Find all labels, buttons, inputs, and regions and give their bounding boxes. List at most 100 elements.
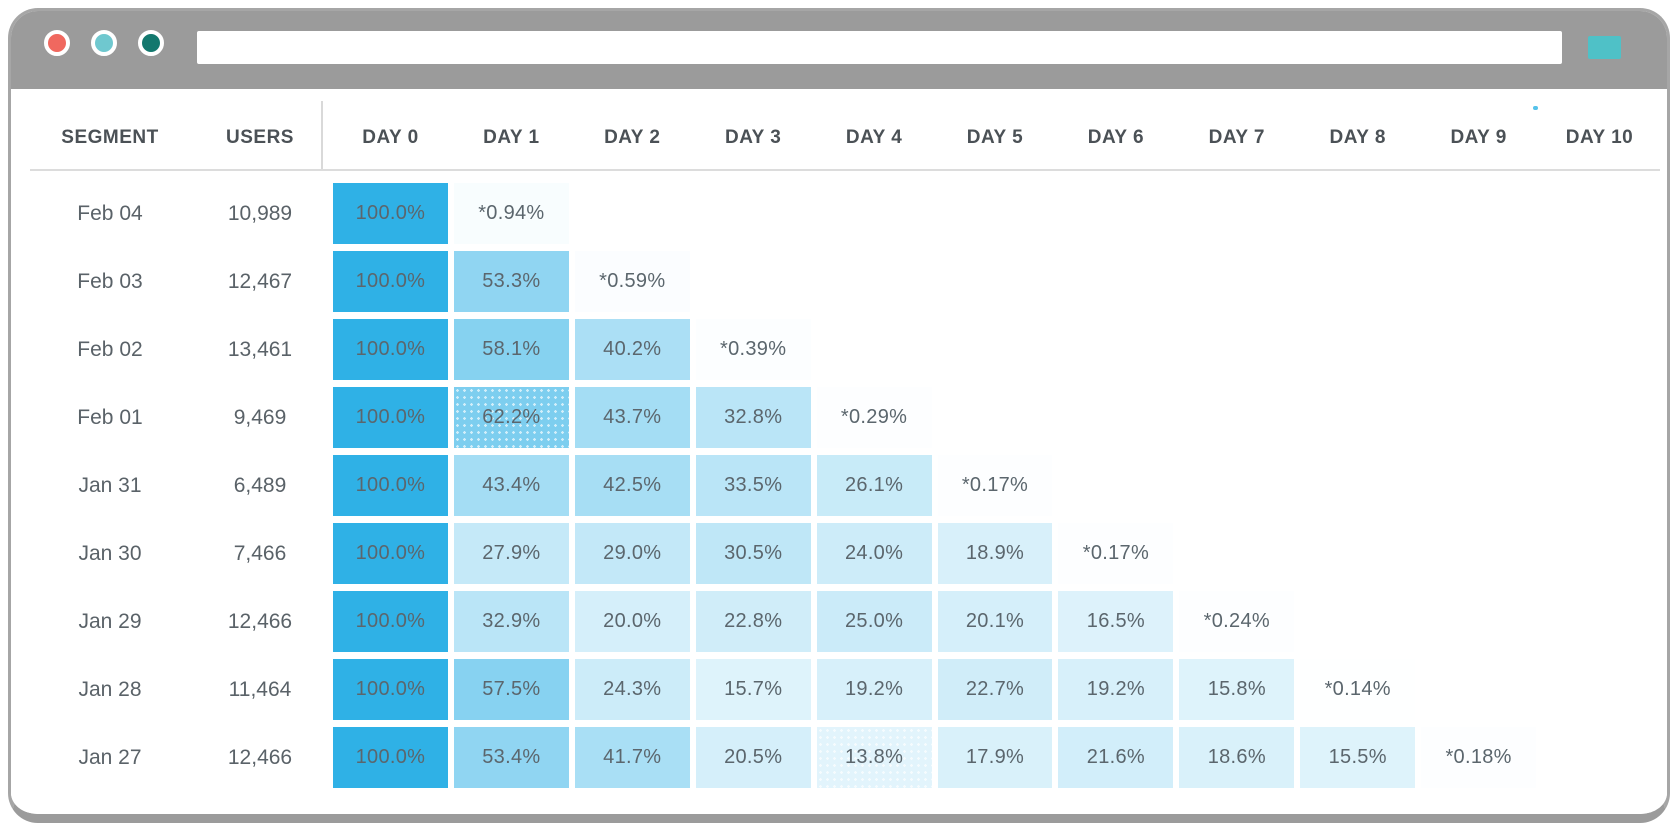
retention-cell[interactable]: 62.2% [453,387,569,448]
minimize-button[interactable] [91,30,117,56]
url-bar[interactable] [197,31,1562,64]
retention-cell[interactable]: 19.2% [1058,659,1174,720]
retention-cell[interactable]: 33.5% [695,455,811,516]
retention-cell[interactable]: 57.5% [453,659,569,720]
empty-cell [1542,591,1657,652]
browser-window: SEGMENT USERS DAY 0 DAY 1 DAY 2 DAY 3 DAY 4 DAY… [8,8,1670,823]
empty-cell [938,183,1053,244]
users-count: 12,467 [227,269,293,293]
retention-cell[interactable]: 42.5% [574,455,690,516]
retention-cell[interactable]: *0.39% [720,338,787,360]
retention-cell[interactable]: 22.7% [937,659,1053,720]
retention-cell[interactable]: 19.2% [816,659,932,720]
retention-cell[interactable]: 16.5% [1058,591,1174,652]
retention-cell[interactable]: *0.29% [840,406,908,428]
retention-cell[interactable]: 43.4% [453,455,569,516]
retention-cell[interactable]: 15.5% [1300,727,1416,788]
retention-cell[interactable]: 100.0% [333,591,448,652]
retention-cell[interactable]: *0.94% [454,183,569,244]
segment-label: Feb 04 [77,201,143,225]
retention-cell[interactable]: 22.8% [695,591,811,652]
empty-cell [1058,183,1173,244]
expand-button[interactable] [138,30,164,56]
empty-cell [1058,319,1173,380]
browser-action-button[interactable] [1588,36,1621,59]
column-header-day-4: DAY 4 [845,127,903,148]
retention-cell[interactable]: *0.14% [1324,678,1391,700]
retention-cell[interactable]: 100.0% [333,387,448,448]
empty-cell [1179,387,1294,448]
empty-cell [1058,455,1173,516]
segment-label: Jan 28 [78,677,142,701]
empty-cell [1421,455,1536,516]
column-header-day-5: DAY 5 [966,127,1024,148]
table-row: Jan 27 12,466 100.0% 53.4% 41.7% 20.5% 13.8% 17… [30,727,1660,788]
retention-cell[interactable]: 18.6% [1179,727,1295,788]
empty-cell [575,183,690,244]
retention-cell[interactable]: 100.0% [333,183,448,244]
empty-cell [1179,523,1294,584]
retention-cell[interactable]: 41.7% [574,727,690,788]
retention-cell[interactable]: 20.0% [574,591,690,652]
users-count: 6,489 [233,473,287,497]
column-header-day-9: DAY 9 [1450,127,1507,148]
retention-cell[interactable]: 53.4% [453,727,569,788]
column-header-day-2: DAY 2 [604,127,661,148]
column-header-segment: SEGMENT [61,127,159,148]
empty-cell [1300,455,1415,516]
empty-cell [1421,319,1536,380]
empty-cell [1542,387,1657,448]
retention-cell[interactable]: 20.1% [937,591,1053,652]
retention-cell[interactable]: 32.8% [695,387,811,448]
retention-cell[interactable]: 17.9% [937,727,1053,788]
retention-cell[interactable]: *0.17% [961,474,1029,496]
table-row: Jan 28 11,464 100.0% 57.5% 24.3% 15.7% 19.2% 22… [30,659,1660,720]
retention-cell[interactable]: 24.3% [574,659,690,720]
retention-cell[interactable]: 29.0% [574,523,690,584]
retention-cell[interactable]: 26.1% [816,455,932,516]
empty-cell [1421,387,1536,448]
retention-cell[interactable]: *0.18% [1445,746,1512,768]
retention-cell[interactable]: 24.0% [816,523,932,584]
retention-cell[interactable]: 53.3% [453,251,569,312]
retention-cell[interactable]: 20.5% [695,727,811,788]
retention-cell[interactable]: 100.0% [333,727,448,788]
retention-cell[interactable]: 15.8% [1179,659,1295,720]
empty-cell [817,251,932,312]
retention-cell[interactable]: 32.9% [453,591,569,652]
retention-cell[interactable]: 100.0% [333,251,448,312]
retention-cell[interactable]: 13.8% [816,727,932,788]
table-row: Jan 31 6,489 100.0% 43.4% 42.5% 33.5% 26.1% *0.… [30,455,1660,516]
retention-cell[interactable]: 18.9% [937,523,1053,584]
retention-cell[interactable]: *0.24% [1203,610,1270,632]
retention-cell[interactable]: 100.0% [333,523,448,584]
users-count: 12,466 [227,609,293,633]
table-row: Feb 01 9,469 100.0% 62.2% 43.7% 32.8% *0.29% [30,387,1660,448]
empty-cell [696,251,811,312]
retention-cell[interactable]: 43.7% [574,387,690,448]
retention-cell[interactable]: 100.0% [333,455,448,516]
close-button[interactable] [44,30,70,56]
table-row: Feb 03 12,467 100.0% 53.3% *0.59% [30,251,1660,312]
retention-cell[interactable]: 27.9% [453,523,569,584]
retention-cell[interactable]: 100.0% [333,659,448,720]
users-count: 11,464 [228,677,292,701]
segment-label: Feb 03 [77,269,143,293]
empty-cell [1058,387,1173,448]
retention-cell[interactable]: 100.0% [333,319,448,380]
segment-label: Jan 29 [78,609,142,633]
retention-cell[interactable]: 58.1% [453,319,569,380]
retention-cell[interactable]: *0.59% [599,270,666,292]
retention-cell[interactable]: 21.6% [1058,727,1174,788]
empty-cell [1300,523,1415,584]
retention-cell[interactable]: 15.7% [695,659,811,720]
empty-cell [1300,319,1415,380]
retention-cell[interactable]: 30.5% [695,523,811,584]
table-row: Jan 29 12,466 100.0% 32.9% 20.0% 22.8% 25.0% 20… [30,591,1660,652]
retention-cell[interactable]: *0.17% [1082,542,1150,564]
segment-label: Jan 31 [78,473,142,497]
empty-cell [1179,251,1294,312]
empty-cell [1300,387,1415,448]
retention-cell[interactable]: 25.0% [816,591,932,652]
retention-cell[interactable]: 40.2% [574,319,690,380]
